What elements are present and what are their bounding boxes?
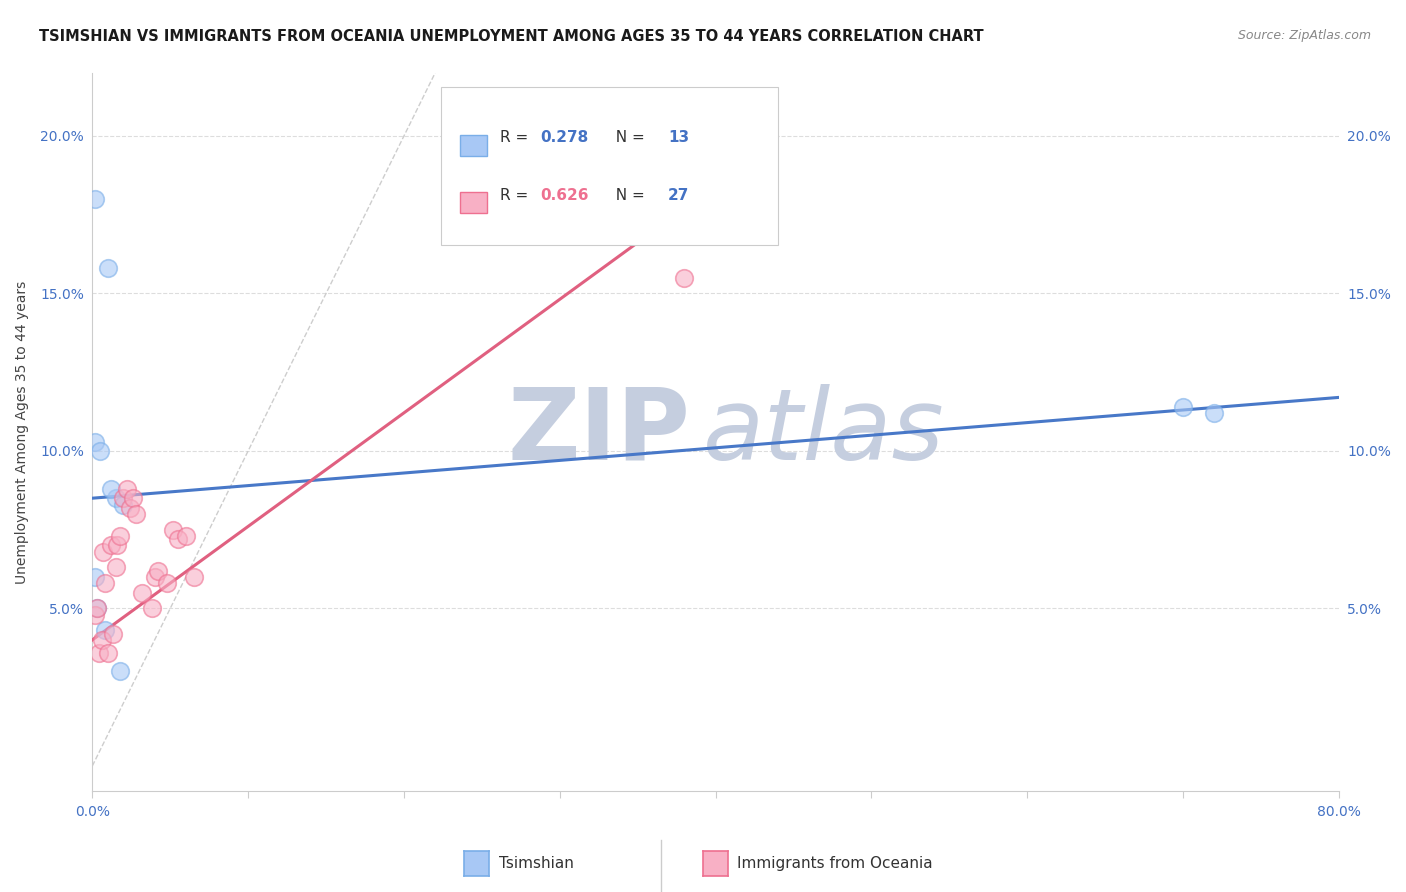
Text: R =: R = — [501, 130, 533, 145]
Point — [89, 444, 111, 458]
Point — [97, 646, 120, 660]
Point — [146, 564, 169, 578]
Text: TSIMSHIAN VS IMMIGRANTS FROM OCEANIA UNEMPLOYMENT AMONG AGES 35 TO 44 YEARS CORR: TSIMSHIAN VS IMMIGRANTS FROM OCEANIA UNE… — [39, 29, 984, 44]
Point — [84, 434, 107, 449]
Point — [105, 538, 128, 552]
FancyBboxPatch shape — [460, 135, 488, 155]
Point — [125, 507, 148, 521]
Point — [110, 665, 132, 679]
Text: Tsimshian: Tsimshian — [499, 856, 574, 871]
Point — [121, 491, 143, 506]
Text: 0.278: 0.278 — [540, 130, 588, 145]
Text: Immigrants from Oceania: Immigrants from Oceania — [737, 856, 932, 871]
Point — [143, 570, 166, 584]
Point — [167, 532, 190, 546]
Text: 27: 27 — [668, 187, 689, 202]
Point — [84, 607, 107, 622]
Text: Source: ZipAtlas.com: Source: ZipAtlas.com — [1237, 29, 1371, 42]
Point — [84, 192, 107, 206]
Point — [100, 538, 122, 552]
Point — [94, 576, 117, 591]
Point — [131, 585, 153, 599]
Point — [156, 576, 179, 591]
Point — [104, 560, 127, 574]
Point — [1204, 406, 1226, 420]
Point — [112, 491, 135, 506]
Y-axis label: Unemployment Among Ages 35 to 44 years: Unemployment Among Ages 35 to 44 years — [15, 280, 30, 583]
Point — [115, 482, 138, 496]
Point — [84, 570, 107, 584]
Text: atlas: atlas — [703, 384, 945, 481]
Point — [162, 523, 184, 537]
Text: R =: R = — [501, 187, 533, 202]
Point — [174, 529, 197, 543]
Point — [97, 261, 120, 276]
Point — [1171, 400, 1194, 414]
FancyBboxPatch shape — [460, 193, 488, 213]
Text: 0.626: 0.626 — [540, 187, 588, 202]
Point — [104, 491, 127, 506]
Point — [112, 498, 135, 512]
Point — [183, 570, 205, 584]
FancyBboxPatch shape — [441, 87, 778, 245]
Point — [86, 601, 108, 615]
Point — [110, 529, 132, 543]
Text: N =: N = — [606, 187, 650, 202]
Point — [100, 482, 122, 496]
Point — [118, 500, 141, 515]
Point — [90, 632, 112, 647]
Point — [86, 601, 108, 615]
Text: N =: N = — [606, 130, 650, 145]
Text: 13: 13 — [668, 130, 689, 145]
Text: ZIP: ZIP — [508, 384, 690, 481]
Point — [101, 626, 124, 640]
Point — [141, 601, 163, 615]
Point — [87, 646, 110, 660]
Point — [91, 545, 114, 559]
Point — [673, 270, 696, 285]
Point — [94, 624, 117, 638]
